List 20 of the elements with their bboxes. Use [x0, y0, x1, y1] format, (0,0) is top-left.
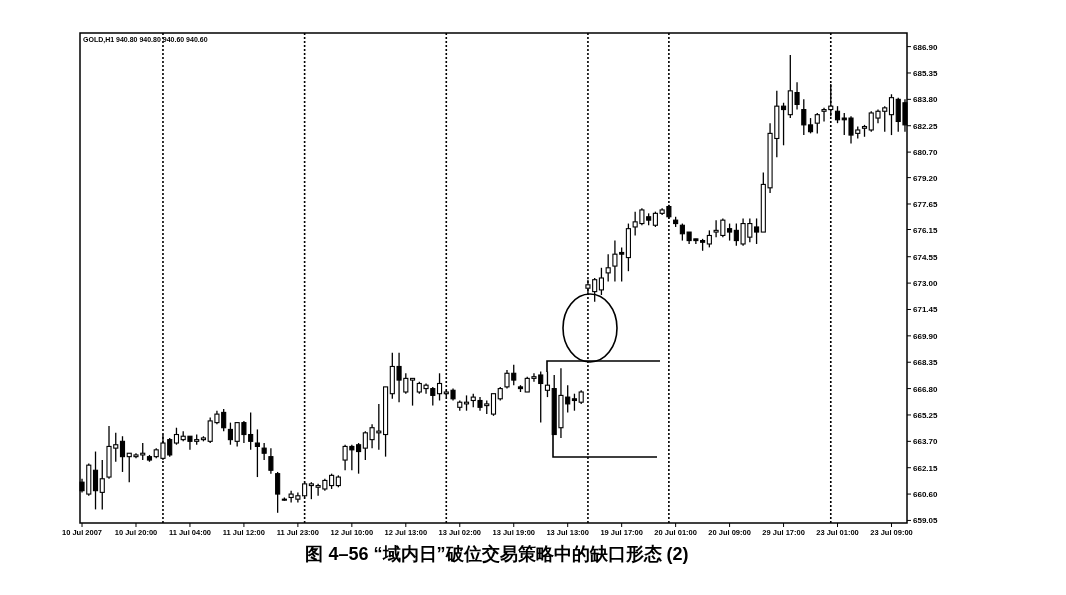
- y-tick-label: 683.80: [913, 95, 939, 105]
- y-tick-label: 666.80: [913, 384, 939, 394]
- y-tick-label: 679.20: [913, 173, 939, 183]
- y-tick-label: 686.90: [913, 42, 939, 52]
- y-tick-label: 673.00: [913, 279, 939, 289]
- y-tick-label: 682.25: [913, 121, 939, 131]
- y-tick-label: 671.45: [913, 305, 939, 315]
- y-tick-label: 676.15: [913, 225, 939, 235]
- y-tick-label: 685.35: [913, 68, 939, 78]
- y-tick-label: 669.90: [913, 331, 939, 341]
- text: 图 4–56 “域内日”破位交易策略中的缺口形态 (2): [305, 544, 689, 564]
- y-tick-label: 660.60: [913, 490, 939, 500]
- y-tick-label: 662.15: [913, 463, 939, 473]
- y-tick-label: 665.25: [913, 410, 939, 420]
- y-tick-label: 668.35: [913, 358, 939, 368]
- y-tick-label: 677.65: [913, 199, 939, 209]
- y-tick-label: 680.70: [913, 148, 939, 158]
- y-tick-label: 674.55: [913, 252, 939, 262]
- y-tick-label: 663.70: [913, 437, 939, 447]
- y-tick-label: 659.05: [913, 516, 939, 526]
